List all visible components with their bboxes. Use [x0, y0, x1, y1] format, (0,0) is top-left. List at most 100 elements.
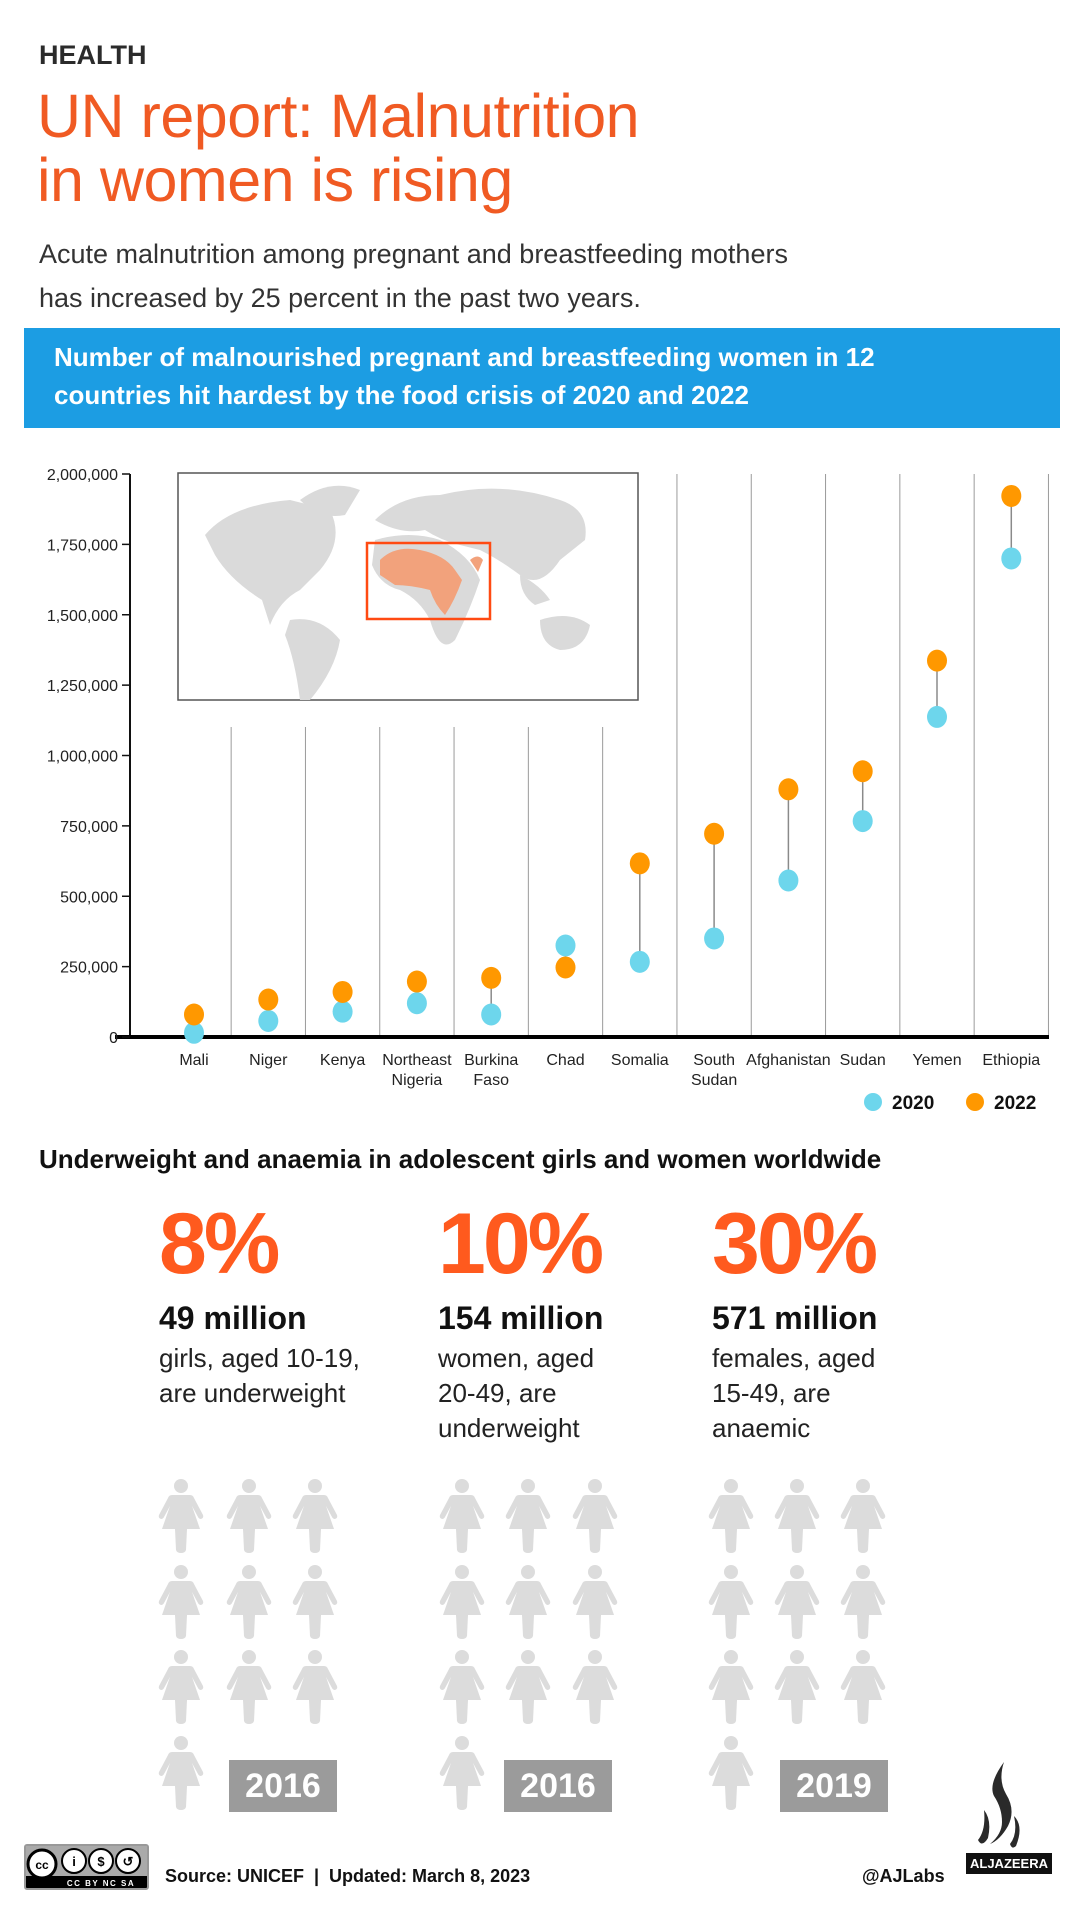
- woman-figure-icon: [840, 1479, 886, 1553]
- woman-figure-icon: [774, 1565, 820, 1639]
- stat-block-women-underweight: 10% 154 million women, aged 20-49, are und…: [438, 1196, 698, 1446]
- woman-figure-icon: [774, 1479, 820, 1553]
- legend: 2020 2022: [864, 1093, 1036, 1114]
- subtitle-line-2: has increased by 25 percent in the past …: [39, 283, 641, 313]
- y-tick-label: 750,000: [60, 819, 118, 836]
- stat-block-girls-underweight: 8% 49 million girls, aged 10-19, are unde…: [159, 1196, 419, 1411]
- y-tick-label: 1,750,000: [47, 537, 118, 554]
- stat-percent: 8%: [159, 1196, 280, 1292]
- dot-2020: [927, 705, 947, 728]
- stat-description: females, aged 15-49, are anaemic: [712, 1341, 942, 1446]
- y-tick-label: 0: [109, 1030, 118, 1047]
- woman-figure-icon: [572, 1650, 618, 1724]
- woman-figure-icon: [708, 1479, 754, 1553]
- dot-2022: [778, 778, 799, 801]
- dot-2022: [704, 822, 725, 845]
- stat-block-females-anaemic: 30% 571 million females, aged 15-49, are a…: [712, 1196, 972, 1446]
- dot-2022: [629, 852, 650, 875]
- woman-figure-icon: [292, 1565, 338, 1639]
- dot-2022: [184, 1003, 204, 1026]
- dot-2020: [481, 1003, 502, 1026]
- x-tick-label: Somalia: [611, 1052, 669, 1069]
- dot-2020: [852, 810, 873, 833]
- dot-2022: [481, 966, 502, 989]
- x-tick-label: Nigeria: [392, 1072, 443, 1089]
- woman-figure-icon: [226, 1479, 272, 1553]
- x-tick-label: Afghanistan: [746, 1052, 831, 1069]
- dot-2020: [332, 1000, 353, 1023]
- dot-2020: [629, 950, 650, 973]
- woman-figure-icon: [292, 1650, 338, 1724]
- map-focus-box: [365, 541, 492, 621]
- desc-line: are underweight: [159, 1378, 346, 1408]
- data-marks: [184, 484, 1022, 1044]
- dot-2022: [555, 956, 576, 979]
- x-tick-label: Chad: [546, 1052, 584, 1069]
- year-badge: 2016: [504, 1760, 612, 1812]
- woman-figure-icon: [439, 1650, 485, 1724]
- woman-figure-highlighted-icon: [774, 1479, 820, 1553]
- svg-text:$: $: [97, 1854, 105, 1869]
- stat-percent: 10%: [438, 1196, 604, 1292]
- woman-figure-icon: [572, 1565, 618, 1639]
- map-land: [205, 485, 590, 700]
- woman-figure-icon: [439, 1565, 485, 1639]
- stat-count: 49 million: [159, 1300, 307, 1336]
- dot-2020: [406, 992, 427, 1015]
- x-tick-label: South: [693, 1052, 735, 1069]
- y-tick-label: 1,500,000: [47, 608, 118, 625]
- chart-title-band: Number of malnourished pregnant and brea…: [24, 328, 1060, 428]
- woman-figure-icon: [840, 1565, 886, 1639]
- woman-figure-highlighted-icon: [439, 1479, 485, 1553]
- dot-2020: [1001, 547, 1022, 570]
- woman-figure-highlighted-icon: [158, 1479, 195, 1553]
- y-tick-label: 2,000,000: [47, 467, 118, 484]
- band-line-2: countries hit hardest by the food crisis…: [54, 380, 749, 410]
- legend-2022-label: 2022: [994, 1093, 1036, 1114]
- woman-figure-icon: [439, 1479, 485, 1553]
- desc-line: females, aged: [712, 1343, 876, 1373]
- woman-figure-highlighted-icon: [840, 1479, 886, 1553]
- aljazeera-calligraphy-logo: [978, 1762, 1020, 1848]
- legend-2020-label: 2020: [892, 1093, 934, 1114]
- svg-text:i: i: [72, 1854, 76, 1869]
- x-tick-label: Sudan: [691, 1072, 737, 1089]
- band-line-1: Number of malnourished pregnant and brea…: [54, 342, 875, 372]
- section-title: Underweight and anaemia in adolescent gi…: [39, 1144, 882, 1174]
- y-tick-label: 1,000,000: [47, 749, 118, 766]
- x-tick-label: Mali: [179, 1052, 208, 1069]
- dot-2022: [258, 988, 279, 1011]
- x-tick-label: Kenya: [320, 1052, 365, 1069]
- woman-figure-icon: [840, 1650, 886, 1724]
- dot-2020: [704, 927, 725, 950]
- woman-figure-icon: [708, 1736, 754, 1810]
- subtitle: Acute malnutrition among pregnant and br…: [39, 232, 788, 320]
- woman-figure-icon: [226, 1565, 272, 1639]
- dot-2020: [778, 869, 799, 892]
- desc-line: 20-49, are: [438, 1378, 557, 1408]
- woman-figure-icon: [505, 1565, 551, 1639]
- title-line-2: in women is rising: [37, 146, 513, 214]
- y-tick-label: 500,000: [60, 889, 118, 906]
- kicker: HEALTH: [39, 40, 147, 70]
- woman-figure-icon: [439, 1736, 485, 1810]
- creative-commons-license-badge[interactable]: cc i $ ↺ CC BY NC SA: [24, 1844, 149, 1890]
- woman-figure-icon: [708, 1650, 754, 1724]
- x-tick-label: Sudan: [840, 1052, 886, 1069]
- desc-line: girls, aged 10-19,: [159, 1343, 360, 1373]
- y-tick-label: 1,250,000: [47, 678, 118, 695]
- dot-2020: [258, 1009, 279, 1032]
- stat-count: 571 million: [712, 1300, 878, 1336]
- aj-labs-handle[interactable]: @AJLabs: [862, 1866, 945, 1886]
- x-tick-label: Faso: [473, 1072, 509, 1089]
- map-highlight-countries: [380, 548, 483, 615]
- x-tick-label: Northeast: [382, 1052, 452, 1069]
- aljazeera-wordmark: ALJAZEERA: [966, 1853, 1053, 1874]
- y-tick-label: 250,000: [60, 960, 118, 977]
- license-label: CC BY NC SA: [67, 1879, 135, 1888]
- desc-line: 15-49, are: [712, 1378, 831, 1408]
- stat-percent: 30%: [712, 1196, 878, 1292]
- x-tick-label: Burkina: [464, 1052, 518, 1069]
- woman-figure-highlighted-icon: [708, 1479, 754, 1553]
- dot-2022: [927, 649, 947, 672]
